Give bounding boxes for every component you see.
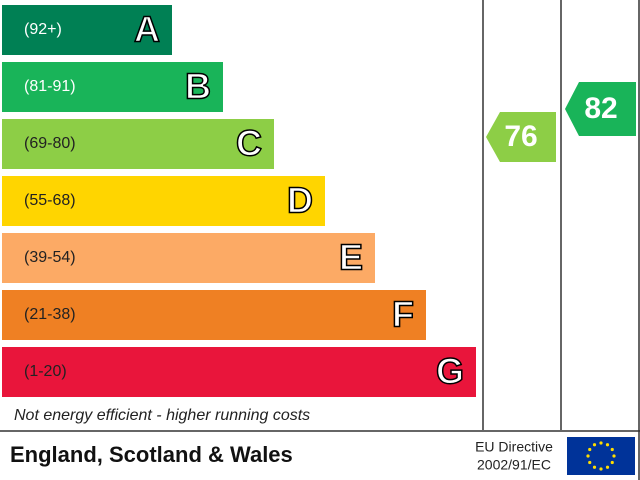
band-letter: F: [392, 294, 414, 335]
band: [2, 119, 274, 169]
band-range: (55-68): [24, 192, 76, 209]
star: [599, 441, 603, 445]
directive-line: EU Directive: [475, 439, 553, 455]
band-range: (69-80): [24, 135, 76, 152]
star: [605, 465, 610, 469]
band-range: (39-54): [24, 249, 76, 266]
band: [2, 62, 223, 112]
star: [610, 460, 614, 465]
band-letter: D: [287, 180, 313, 221]
region: England, Scotland & Wales: [10, 442, 293, 467]
band-range: (1-20): [24, 363, 67, 380]
star: [588, 460, 592, 465]
star: [610, 447, 614, 452]
band: [2, 176, 325, 226]
band-letter: B: [185, 66, 211, 107]
band: [2, 5, 172, 55]
eu-stars: [586, 441, 616, 471]
band-range: (21-38): [24, 306, 76, 323]
star: [588, 447, 592, 452]
band-letter: G: [436, 351, 464, 392]
directive-line: 2002/91/EC: [477, 457, 551, 473]
band: [2, 290, 426, 340]
footer-note: Not energy efficient - higher running co…: [14, 407, 310, 424]
potential-arrow: [565, 82, 636, 136]
band-letter: C: [236, 123, 262, 164]
band: [2, 347, 476, 397]
bands: (92+) A (81-91) B (69-80) C (55-68) D (39-54) E (2…: [2, 5, 476, 397]
star: [592, 465, 597, 469]
star: [599, 467, 603, 471]
star: [592, 443, 597, 447]
band-letter: E: [339, 237, 363, 278]
potential-score: 82: [584, 92, 617, 125]
current-score: 76: [504, 120, 537, 153]
star: [586, 454, 590, 458]
star: [612, 454, 616, 458]
current-arrow: [486, 112, 556, 162]
star: [605, 443, 610, 447]
band: [2, 233, 375, 283]
band-letter: A: [134, 9, 160, 50]
band-range: (81-91): [24, 78, 76, 95]
band-range: (92+): [24, 21, 62, 38]
